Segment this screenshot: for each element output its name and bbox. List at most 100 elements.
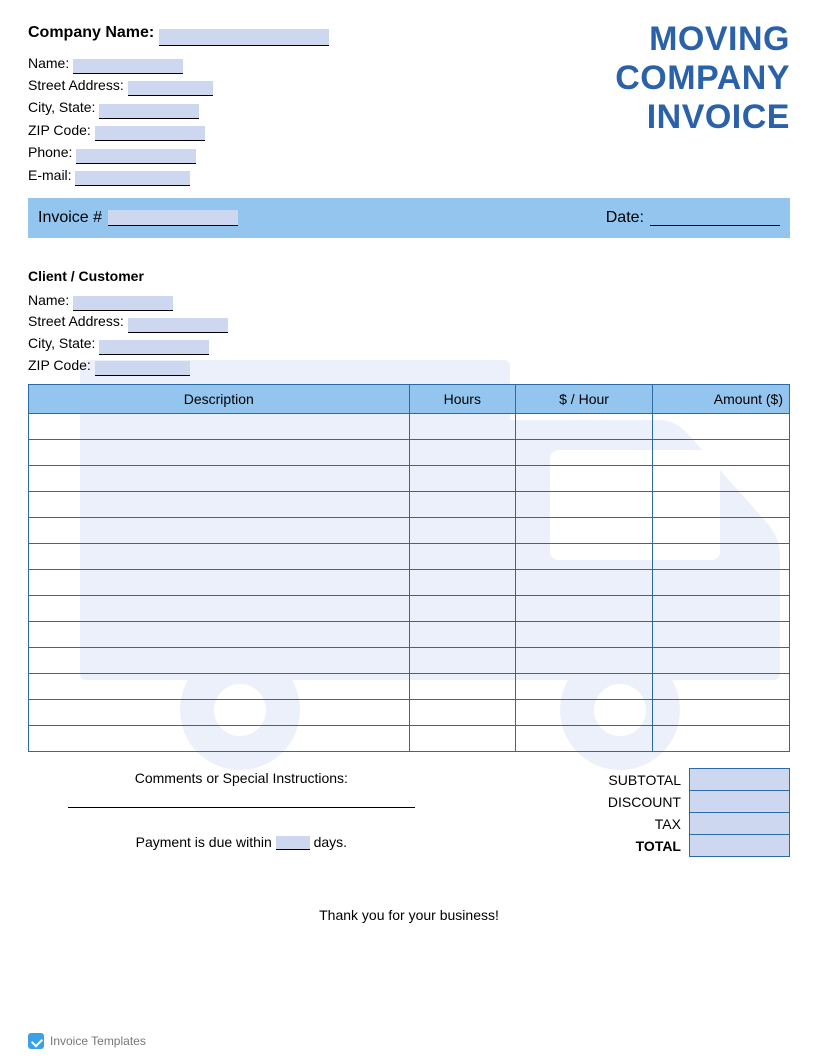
table-cell[interactable] [29,440,410,466]
table-cell[interactable] [409,700,516,726]
table-cell[interactable] [409,674,516,700]
col-hours: Hours [409,385,516,414]
table-cell[interactable] [409,414,516,440]
invoice-number-input[interactable] [108,210,238,226]
client-name-input[interactable] [73,296,173,311]
table-cell[interactable] [653,518,790,544]
table-cell[interactable] [409,570,516,596]
subtotal-label: SUBTOTAL [600,769,690,791]
client-street-input[interactable] [128,318,228,333]
company-email-input[interactable] [75,171,190,186]
table-cell[interactable] [29,466,410,492]
table-cell[interactable] [29,622,410,648]
table-cell[interactable] [409,726,516,752]
table-cell[interactable] [653,544,790,570]
tax-value[interactable] [690,813,790,835]
table-cell[interactable] [653,596,790,622]
company-zip-input[interactable] [95,126,205,141]
comments-input[interactable] [68,790,415,808]
table-cell[interactable] [653,440,790,466]
totals-table: SUBTOTAL DISCOUNT TAX TOTAL [600,768,790,857]
table-cell[interactable] [29,518,410,544]
table-row [29,648,790,674]
comments-block: Comments or Special Instructions: Paymen… [28,768,455,857]
table-cell[interactable] [409,622,516,648]
table-row [29,466,790,492]
table-cell[interactable] [516,492,653,518]
col-rate: $ / Hour [516,385,653,414]
table-cell[interactable] [516,648,653,674]
company-info-block: Company Name: Name: Street Address: City… [28,20,329,186]
total-value[interactable] [690,835,790,857]
payment-terms-suffix: days. [314,834,347,850]
client-city-input[interactable] [99,340,209,355]
company-name-label: Company Name: [28,24,154,41]
payment-terms-prefix: Payment is due within [136,834,272,850]
table-cell[interactable] [409,518,516,544]
client-name-label: Name: [28,292,69,308]
company-name-input[interactable] [159,29,329,46]
invoice-date-label: Date: [606,209,644,227]
table-cell[interactable] [409,466,516,492]
table-cell[interactable] [516,726,653,752]
table-row [29,674,790,700]
subtotal-value[interactable] [690,769,790,791]
table-cell[interactable] [516,440,653,466]
table-cell[interactable] [516,596,653,622]
table-cell[interactable] [409,440,516,466]
table-cell[interactable] [29,674,410,700]
table-row [29,440,790,466]
table-cell[interactable] [409,544,516,570]
company-city-input[interactable] [99,104,199,119]
table-cell[interactable] [29,726,410,752]
table-cell[interactable] [516,700,653,726]
client-zip-label: ZIP Code: [28,357,91,373]
table-cell[interactable] [29,700,410,726]
company-street-input[interactable] [128,81,213,96]
table-cell[interactable] [653,492,790,518]
col-description: Description [29,385,410,414]
client-zip-input[interactable] [95,361,190,376]
table-row [29,544,790,570]
table-cell[interactable] [516,518,653,544]
company-city-label: City, State: [28,99,95,115]
table-cell[interactable] [29,414,410,440]
table-cell[interactable] [516,544,653,570]
table-cell[interactable] [653,570,790,596]
table-cell[interactable] [29,544,410,570]
company-contact-name-input[interactable] [73,59,183,74]
comments-label: Comments or Special Instructions: [28,770,455,786]
table-cell[interactable] [653,414,790,440]
tax-label: TAX [600,813,690,835]
table-cell[interactable] [29,596,410,622]
client-info-block: Client / Customer Name: Street Address: … [28,266,790,376]
table-cell[interactable] [409,596,516,622]
table-cell[interactable] [516,466,653,492]
payment-days-input[interactable] [276,836,310,850]
company-phone-input[interactable] [76,149,196,164]
invoice-date-input[interactable] [650,210,780,226]
table-cell[interactable] [29,570,410,596]
client-heading: Client / Customer [28,266,790,288]
table-cell[interactable] [653,622,790,648]
table-cell[interactable] [409,492,516,518]
table-cell[interactable] [653,466,790,492]
discount-value[interactable] [690,791,790,813]
table-cell[interactable] [516,570,653,596]
table-cell[interactable] [653,648,790,674]
table-cell[interactable] [653,700,790,726]
table-row [29,700,790,726]
table-row [29,622,790,648]
client-city-label: City, State: [28,335,95,351]
table-cell[interactable] [409,648,516,674]
table-cell[interactable] [653,726,790,752]
table-cell[interactable] [516,674,653,700]
table-cell[interactable] [29,492,410,518]
table-cell[interactable] [29,648,410,674]
table-cell[interactable] [516,414,653,440]
table-cell[interactable] [653,674,790,700]
table-row [29,596,790,622]
line-items-table: Description Hours $ / Hour Amount ($) [28,384,790,752]
table-cell[interactable] [516,622,653,648]
discount-label: DISCOUNT [600,791,690,813]
